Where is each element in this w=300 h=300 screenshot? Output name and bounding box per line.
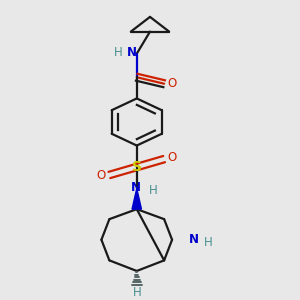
- Text: O: O: [168, 151, 177, 164]
- Text: O: O: [168, 76, 177, 90]
- Text: O: O: [97, 169, 106, 182]
- Text: N: N: [130, 182, 141, 194]
- Text: H: H: [132, 286, 141, 299]
- Text: N: N: [127, 46, 137, 59]
- Text: N: N: [189, 233, 199, 246]
- Text: S: S: [132, 160, 142, 174]
- Text: H: H: [149, 184, 158, 197]
- Text: H: H: [204, 236, 213, 249]
- Text: H: H: [114, 46, 123, 59]
- Polygon shape: [132, 188, 142, 209]
